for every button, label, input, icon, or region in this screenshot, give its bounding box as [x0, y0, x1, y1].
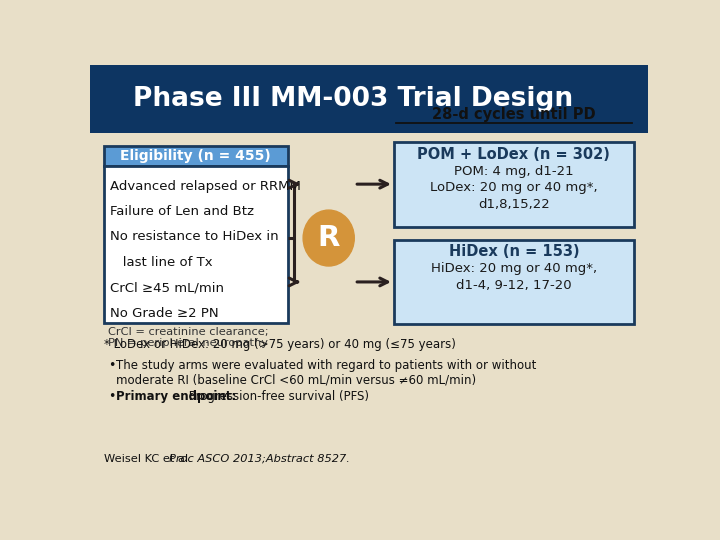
- Bar: [90, 132, 648, 481]
- Text: •: •: [108, 390, 115, 403]
- Ellipse shape: [303, 210, 354, 266]
- Bar: [90, 65, 648, 132]
- Text: •: •: [108, 359, 115, 372]
- Text: POM: 4 mg, d1-21: POM: 4 mg, d1-21: [454, 165, 574, 178]
- Text: HiDex: 20 mg or 40 mg*,: HiDex: 20 mg or 40 mg*,: [431, 262, 597, 275]
- Text: CrCl ≥45 mL/min: CrCl ≥45 mL/min: [110, 281, 224, 294]
- Bar: [394, 240, 634, 325]
- Text: Progression-free survival (PFS): Progression-free survival (PFS): [184, 390, 369, 403]
- Text: The study arms were evaluated with regard to patients with or without
moderate R: The study arms were evaluated with regar…: [117, 359, 536, 387]
- Text: last line of Tx: last line of Tx: [110, 256, 213, 269]
- Text: d1,8,15,22: d1,8,15,22: [478, 198, 550, 212]
- Text: Advanced relapsed or RRMM: Advanced relapsed or RRMM: [110, 179, 301, 193]
- Text: POM + LoDex (n = 302): POM + LoDex (n = 302): [418, 147, 611, 161]
- Text: No Grade ≥2 PN: No Grade ≥2 PN: [110, 307, 219, 320]
- Text: CrCl = creatinine clearance;
PN = peripheral neuropathy: CrCl = creatinine clearance; PN = periph…: [108, 327, 269, 348]
- Text: LoDex: 20 mg or 40 mg*,: LoDex: 20 mg or 40 mg*,: [430, 181, 598, 194]
- Bar: [104, 146, 287, 166]
- Bar: [104, 166, 287, 323]
- Text: Primary endpoint:: Primary endpoint:: [117, 390, 237, 403]
- Text: d1-4, 9-12, 17-20: d1-4, 9-12, 17-20: [456, 279, 572, 292]
- Text: Eligibility (n = 455): Eligibility (n = 455): [120, 148, 271, 163]
- Text: R: R: [318, 224, 340, 252]
- Text: Proc ASCO 2013;Abstract 8527.: Proc ASCO 2013;Abstract 8527.: [169, 454, 350, 464]
- Text: Phase III MM-003 Trial Design: Phase III MM-003 Trial Design: [132, 86, 572, 112]
- Text: 28-d cycles until PD: 28-d cycles until PD: [432, 107, 595, 122]
- Text: No resistance to HiDex in: No resistance to HiDex in: [110, 231, 279, 244]
- Text: * LoDex or HiDex: 20 mg (>75 years) or 40 mg (≤75 years): * LoDex or HiDex: 20 mg (>75 years) or 4…: [104, 338, 456, 351]
- Text: HiDex (n = 153): HiDex (n = 153): [449, 245, 579, 259]
- Text: Failure of Len and Btz: Failure of Len and Btz: [110, 205, 254, 218]
- Text: Weisel KC et al.: Weisel KC et al.: [104, 454, 195, 464]
- Bar: [394, 142, 634, 226]
